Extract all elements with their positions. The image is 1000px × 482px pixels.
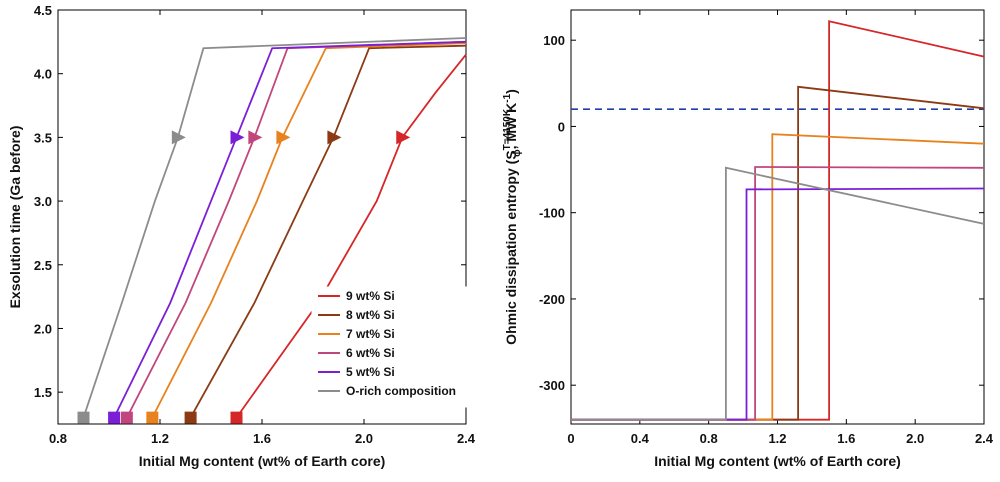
series-line-3: [571, 133, 985, 421]
series-line-2: [571, 85, 985, 421]
series-line-4: [571, 166, 985, 421]
y-axis-label-part: ϕ: [512, 149, 523, 157]
series-line-6: [82, 37, 467, 418]
square-marker-1: [230, 411, 243, 424]
y-tick-label: 2.0: [34, 321, 52, 336]
x-tick-label: 1.6: [837, 431, 855, 446]
triangle-marker-4: [248, 130, 263, 145]
y-tick-label: 3.5: [34, 130, 52, 145]
x-tick-label: 0.4: [631, 431, 650, 446]
series-line-3: [151, 42, 467, 419]
legend-label: 9 wt% Si: [346, 289, 395, 303]
triangle-marker-3: [276, 130, 291, 145]
right-chart-panel: 0 0.4 0.8 1.2 1.6 2.0 2.4 -300 -200 -100 0 100 Initi…: [502, 9, 994, 469]
x-tick-label: 2.4: [975, 431, 994, 446]
x-tick-label: 1.6: [253, 431, 271, 446]
series-line-1: [571, 20, 985, 421]
y-axis-label: Exsolution time (Ga before): [7, 126, 23, 309]
series-line-6: [571, 166, 985, 421]
y-axis-label-part: Ohmic dissipation entropy (S: [503, 150, 519, 344]
x-tick-label: 2.4: [457, 431, 476, 446]
legend-box: [311, 286, 479, 408]
x-axis-label: Initial Mg content (wt% of Earth core): [654, 453, 901, 469]
triangle-marker-1: [396, 130, 411, 145]
y-tick-label: -300: [539, 378, 565, 393]
square-marker-2: [184, 411, 197, 424]
x-tick-label: 0.8: [700, 431, 718, 446]
left-chart-panel: 0.8 1.2 1.6 2.0 2.4 1.5 2.0 2.5 3.0 3.5 4.0 4.5 Init…: [7, 3, 479, 469]
series-line-1: [235, 54, 467, 419]
series-line-5: [113, 40, 467, 418]
y-axis-label-part: T=4150K: [502, 108, 513, 150]
y-tick-label: 3.0: [34, 194, 52, 209]
x-tick-label: 2.0: [906, 431, 924, 446]
triangle-marker-2: [327, 130, 342, 145]
legend-label: O-rich composition: [346, 384, 456, 398]
y-tick-label: -200: [539, 292, 565, 307]
x-tick-label: 1.2: [151, 431, 169, 446]
legend-label: 7 wt% Si: [346, 327, 395, 341]
x-axis-label: Initial Mg content (wt% of Earth core): [139, 453, 386, 469]
y-tick-label: 100: [543, 33, 565, 48]
y-tick-label: 4.5: [34, 3, 52, 18]
plot-frame: [570, 9, 985, 425]
square-marker-3: [146, 411, 159, 424]
series-line-5: [571, 187, 985, 421]
y-axis-label-part: ): [503, 89, 519, 94]
legend-label: 6 wt% Si: [346, 346, 395, 360]
y-axis-label-part: , MW K: [503, 103, 519, 150]
y-tick-label: 1.5: [34, 385, 52, 400]
y-axis-label: Ohmic dissipation entropy (ST=4150Kϕ, MW…: [502, 89, 523, 345]
y-tick-label: -100: [539, 206, 565, 221]
x-tick-label: 0: [567, 431, 574, 446]
x-tick-label: 2.0: [355, 431, 373, 446]
y-tick-label: 2.5: [34, 258, 52, 273]
triangle-marker-5: [230, 130, 245, 145]
series-line-2: [189, 44, 467, 419]
x-tick-label: 0.8: [49, 431, 67, 446]
square-marker-5: [108, 411, 121, 424]
legend-label: 8 wt% Si: [346, 308, 395, 322]
square-marker-6: [77, 411, 90, 424]
y-tick-label: 4.0: [34, 67, 52, 82]
triangle-marker-6: [171, 130, 186, 145]
y-tick-label: 0: [558, 119, 565, 134]
legend-label: 5 wt% Si: [346, 365, 395, 379]
square-marker-4: [120, 411, 133, 424]
y-axis-label-part: -1: [502, 93, 513, 102]
x-tick-label: 1.2: [768, 431, 786, 446]
